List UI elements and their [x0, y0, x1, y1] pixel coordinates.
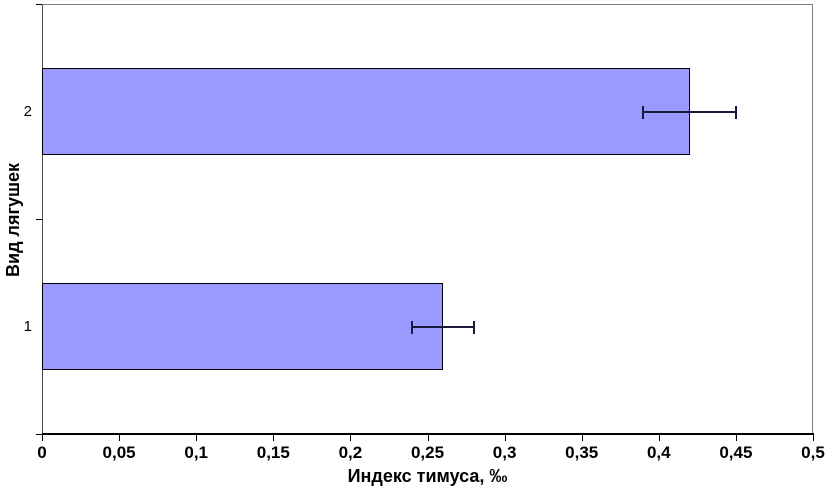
- x-tick-label: 0,3: [492, 443, 517, 462]
- x-tick: [581, 434, 583, 441]
- x-tick-label: 0,45: [719, 443, 753, 462]
- x-tick: [504, 434, 506, 441]
- y-tick: [36, 4, 42, 5]
- category-label: 2: [23, 102, 32, 120]
- x-tick: [735, 434, 737, 441]
- x-tick: [813, 434, 814, 441]
- bar: [42, 283, 443, 370]
- error-bar-cap: [734, 105, 737, 119]
- category-label: 1: [23, 317, 32, 335]
- error-bar-cap: [472, 320, 475, 334]
- x-axis-title: Индекс тимуса, ‰: [347, 466, 508, 486]
- error-bar-line: [643, 110, 736, 113]
- x-tick-label: 0,1: [184, 443, 208, 462]
- x-tick-label: 0,4: [646, 443, 671, 462]
- x-tick-label: 0,15: [256, 443, 290, 462]
- y-axis-title: Вид лягушек: [3, 163, 23, 277]
- y-tick: [36, 219, 42, 220]
- x-tick: [350, 434, 352, 441]
- x-tick-label: 0,2: [338, 443, 363, 462]
- x-tick-label: 0: [37, 443, 47, 462]
- x-tick: [658, 434, 660, 441]
- x-tick: [427, 434, 429, 441]
- error-bar-cap: [411, 320, 414, 334]
- x-tick: [273, 434, 275, 441]
- x-tick-label: 0,25: [410, 443, 445, 462]
- x-tick: [42, 434, 43, 441]
- x-tick-label: 0,35: [565, 443, 599, 462]
- bar: [42, 68, 690, 155]
- x-tick: [196, 434, 198, 441]
- y-tick: [36, 434, 42, 435]
- x-tick-label: 0,05: [102, 443, 136, 462]
- error-bar-cap: [642, 105, 645, 119]
- y-axis-line: [42, 4, 43, 434]
- error-bar-line: [412, 325, 474, 328]
- x-tick: [119, 434, 121, 441]
- x-tick-label: 0,5: [801, 443, 825, 462]
